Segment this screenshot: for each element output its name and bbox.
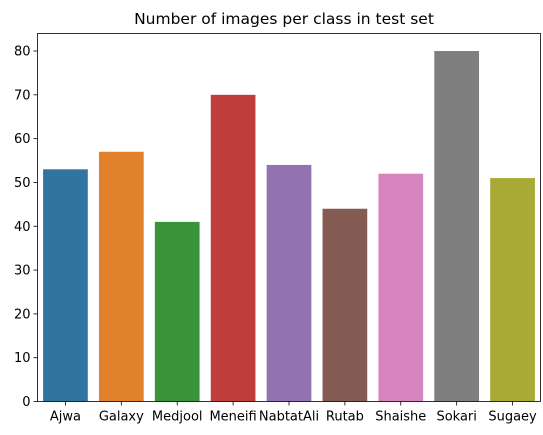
bar-ajwa (43, 169, 88, 402)
bar-meneifi (210, 94, 256, 402)
y-tick-label: 20 (14, 307, 31, 322)
y-tick-label: 10 (14, 351, 31, 366)
bar-rutab (322, 208, 368, 402)
x-tick-label: Rutab (326, 410, 364, 425)
x-tick-label: NabtatAli (259, 410, 319, 425)
y-tick-label: 50 (14, 176, 31, 191)
plot-area: 0 10 20 30 40 50 60 70 80 Ajwa Galaxy Medjool Meneif… (14, 33, 541, 425)
bar-shaishe (378, 173, 424, 402)
x-tick-label: Sokari (436, 410, 476, 425)
axes-frame (37, 33, 541, 402)
chart-title: Number of images per class in test set (134, 10, 434, 28)
x-tick-label: Galaxy (99, 410, 144, 425)
y-tick-label: 0 (22, 395, 30, 410)
bar-sugaey (490, 178, 535, 402)
bar-medjool (154, 221, 200, 402)
x-tick-label: Medjool (152, 410, 203, 425)
y-tick-label: 60 (14, 132, 31, 147)
bar-sokari (434, 51, 480, 402)
x-tick-label: Ajwa (50, 410, 81, 425)
y-tick-label: 30 (14, 264, 31, 279)
x-tick-label: Sugaey (488, 410, 537, 425)
bar-nabtatali (266, 164, 312, 402)
x-tick-label: Meneifi (209, 410, 256, 425)
y-tick-label: 40 (14, 220, 31, 235)
x-tick-label: Shaishe (375, 410, 426, 425)
bar-galaxy (98, 151, 144, 402)
y-tick-label: 70 (14, 88, 31, 103)
y-tick-label: 80 (14, 45, 31, 60)
